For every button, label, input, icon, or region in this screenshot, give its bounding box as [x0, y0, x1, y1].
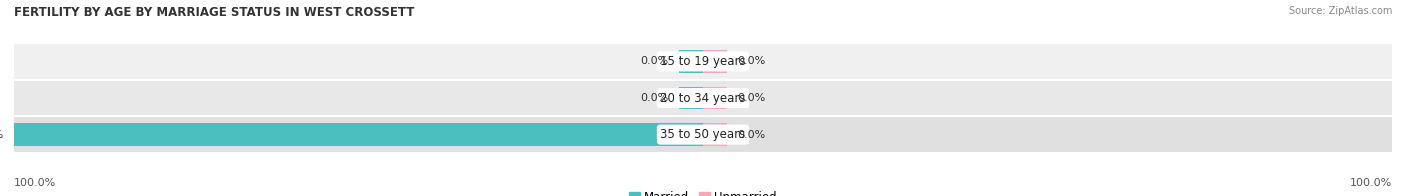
- Text: 0.0%: 0.0%: [640, 93, 669, 103]
- Text: 0.0%: 0.0%: [738, 93, 766, 103]
- Text: 100.0%: 100.0%: [0, 130, 4, 140]
- Text: 100.0%: 100.0%: [14, 178, 56, 188]
- Bar: [703, 123, 727, 146]
- Text: 20 to 34 years: 20 to 34 years: [661, 92, 745, 104]
- Legend: Married, Unmarried: Married, Unmarried: [628, 191, 778, 196]
- Text: Source: ZipAtlas.com: Source: ZipAtlas.com: [1288, 6, 1392, 16]
- Text: 0.0%: 0.0%: [738, 130, 766, 140]
- Text: 0.0%: 0.0%: [640, 56, 669, 66]
- Text: 35 to 50 years: 35 to 50 years: [661, 128, 745, 141]
- Bar: [14, 80, 1392, 116]
- Bar: [703, 50, 727, 73]
- Bar: [679, 87, 703, 109]
- Bar: [14, 43, 1392, 80]
- Bar: [14, 116, 1392, 153]
- Text: 100.0%: 100.0%: [1350, 178, 1392, 188]
- Text: 0.0%: 0.0%: [738, 56, 766, 66]
- Bar: [14, 123, 703, 146]
- Bar: [703, 87, 727, 109]
- Text: 15 to 19 years: 15 to 19 years: [661, 55, 745, 68]
- Bar: [679, 50, 703, 73]
- Text: FERTILITY BY AGE BY MARRIAGE STATUS IN WEST CROSSETT: FERTILITY BY AGE BY MARRIAGE STATUS IN W…: [14, 6, 415, 19]
